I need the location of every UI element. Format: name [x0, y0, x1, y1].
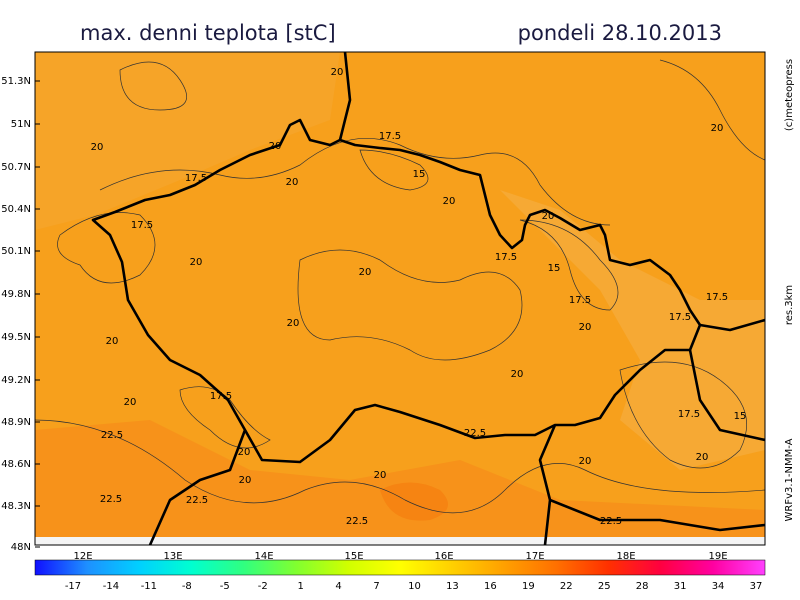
colorbar-ticks: -17 -14 -11 -8 -5 -2 1 4 7 10 13 16 19 22 25 28 31 34 37 [65, 581, 763, 592]
lat-label: 49.5N [1, 332, 31, 343]
field-edge [35, 537, 765, 545]
colorbar-label: -2 [258, 581, 268, 592]
lat-label: 51N [11, 119, 31, 130]
contour-label: 17.5 [706, 292, 728, 303]
contour-labels: 20 17.5 20 20 20 20 17.5 15 20 17.5 20 20 17.5 15 20 17… [91, 67, 747, 527]
contour-label: 15 [413, 169, 426, 180]
contour-label: 22.5 [101, 430, 123, 441]
lat-label: 48.6N [1, 459, 31, 470]
contour-label: 17.5 [678, 409, 700, 420]
colorbar-label: 19 [522, 581, 535, 592]
colorbar-label: 37 [750, 581, 763, 592]
contour-label: 17.5 [495, 252, 517, 263]
contour-label: 20 [443, 196, 456, 207]
lon-label: 15E [344, 551, 363, 562]
lon-label: 14E [254, 551, 273, 562]
contour-label: 17.5 [379, 131, 401, 142]
model: WRFv3.1-NMM-A [784, 438, 795, 521]
contour-label: 20 [106, 336, 119, 347]
borders [91, 52, 765, 545]
resolution: res.3km [784, 285, 795, 325]
map-date: pondeli 28.10.2013 [518, 21, 722, 45]
lat-label: 51.3N [1, 76, 31, 87]
colorbar-label: 34 [712, 581, 725, 592]
colorbar-label: 13 [446, 581, 459, 592]
colorbar-label: 1 [297, 581, 303, 592]
contour-label: 17.5 [210, 391, 232, 402]
map-area: 20 17.5 20 20 20 20 17.5 15 20 17.5 20 20 17.5 15 20 17… [35, 52, 765, 545]
lat-label: 50.1N [1, 246, 31, 257]
contour-label: 20 [542, 211, 555, 222]
lon-label: 19E [708, 551, 727, 562]
lat-axis: 51.3N 51N 50.7N 50.4N 50.1N 49.8N 49.5N 49.2N 48… [1, 76, 40, 553]
contour-label: 20 [331, 67, 344, 78]
colorbar-label: -14 [103, 581, 119, 592]
contour-label: 20 [579, 456, 592, 467]
contour-label: 17.5 [569, 295, 591, 306]
contour-label: 22.5 [464, 428, 486, 439]
contour-label: 15 [734, 411, 747, 422]
contour-label: 20 [511, 369, 524, 380]
credit: (c)meteopress [784, 59, 795, 131]
contour-label: 22.5 [346, 516, 368, 527]
contour-label: 22.5 [186, 495, 208, 506]
lat-label: 49.2N [1, 375, 31, 386]
lon-label: 18E [616, 551, 635, 562]
lat-label: 48.9N [1, 417, 31, 428]
contour-label: 20 [239, 475, 252, 486]
contour-label: 20 [190, 257, 203, 268]
contour-label: 20 [359, 267, 372, 278]
contour-label: 20 [91, 142, 104, 153]
lon-label: 16E [434, 551, 453, 562]
contour-label: 20 [579, 322, 592, 333]
field-patch [380, 482, 448, 521]
colorbar-label: 16 [484, 581, 497, 592]
lon-axis: 12E 13E 14E 15E 16E 17E 18E 19E [73, 551, 727, 562]
field-patch [35, 52, 340, 230]
colorbar-label: 10 [408, 581, 421, 592]
map-frame [34, 51, 766, 546]
contour-label: 20 [238, 447, 251, 458]
contour-label: 20 [374, 470, 387, 481]
contour-label: 17.5 [131, 220, 153, 231]
lat-label: 49.8N [1, 289, 31, 300]
contour-label: 20 [286, 177, 299, 188]
colorbar-label: 28 [636, 581, 649, 592]
colorbar-label: 7 [373, 581, 379, 592]
colorbar-label: -8 [182, 581, 192, 592]
colorbar-label: 25 [598, 581, 611, 592]
colorbar-label: -17 [65, 581, 81, 592]
lon-label: 12E [73, 551, 92, 562]
contour-label: 20 [711, 123, 724, 134]
contour-label: 15 [548, 263, 561, 274]
contour-label: 20 [269, 141, 282, 152]
colorbar [34, 559, 766, 576]
contour-label: 22.5 [600, 516, 622, 527]
lat-label: 50.4N [1, 204, 31, 215]
map-title: max. denni teplota [stC] [80, 21, 336, 45]
colorbar-label: 22 [560, 581, 573, 592]
colorbar-label: 31 [674, 581, 687, 592]
colorbar-label: -11 [141, 581, 157, 592]
lon-label: 13E [163, 551, 182, 562]
colorbar-label: 4 [335, 581, 341, 592]
contour-label: 20 [696, 452, 709, 463]
lat-label: 48N [11, 542, 31, 553]
lat-label: 48.3N [1, 501, 31, 512]
contour-label: 17.5 [185, 173, 207, 184]
contour-label: 17.5 [669, 312, 691, 323]
contour-label: 22.5 [100, 494, 122, 505]
colorbar-label: -5 [220, 581, 230, 592]
lat-label: 50.7N [1, 162, 31, 173]
contour-label: 20 [287, 318, 300, 329]
lon-label: 17E [525, 551, 544, 562]
contour-label: 20 [124, 397, 137, 408]
